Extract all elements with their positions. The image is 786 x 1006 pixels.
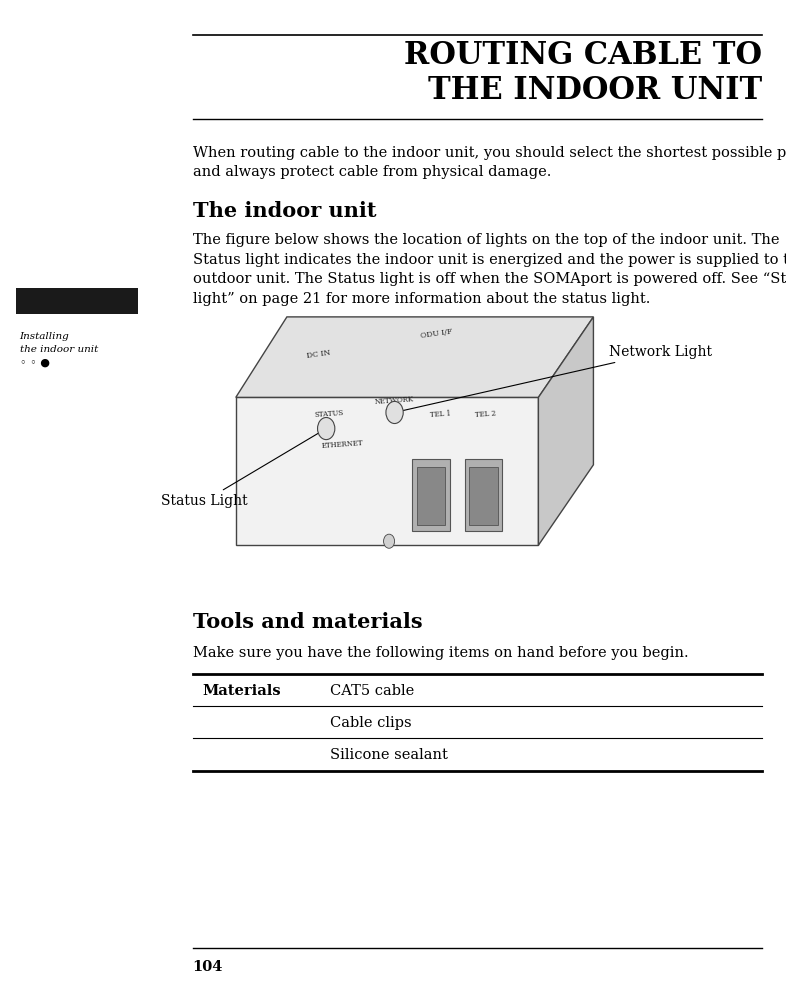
Bar bbox=[469, 467, 498, 525]
Bar bbox=[417, 467, 445, 525]
Text: TEL 1: TEL 1 bbox=[429, 409, 451, 420]
Text: Network Light: Network Light bbox=[397, 345, 712, 411]
Text: Status Light: Status Light bbox=[161, 430, 324, 508]
Text: NETWORK: NETWORK bbox=[375, 395, 414, 405]
Bar bbox=[16, 288, 138, 314]
Text: The figure below shows the location of lights on the top of the indoor unit. The: The figure below shows the location of l… bbox=[193, 233, 786, 306]
Text: Make sure you have the following items on hand before you begin.: Make sure you have the following items o… bbox=[193, 646, 689, 660]
Text: Silicone sealant: Silicone sealant bbox=[330, 748, 448, 763]
Text: ODU I/F: ODU I/F bbox=[420, 328, 453, 340]
Bar bbox=[465, 459, 502, 531]
Text: the indoor unit: the indoor unit bbox=[20, 345, 98, 354]
Text: Materials: Materials bbox=[202, 684, 281, 698]
Text: DC IN: DC IN bbox=[306, 348, 331, 360]
Text: STATUS: STATUS bbox=[314, 409, 343, 420]
Text: Installing: Installing bbox=[20, 332, 69, 341]
Text: Tools and materials: Tools and materials bbox=[193, 612, 422, 632]
Circle shape bbox=[318, 417, 335, 440]
Circle shape bbox=[384, 534, 395, 548]
Text: ◦ ◦ ●: ◦ ◦ ● bbox=[20, 358, 50, 368]
Bar bbox=[412, 459, 450, 531]
Polygon shape bbox=[538, 317, 593, 545]
Circle shape bbox=[386, 401, 403, 424]
Text: ROUTING CABLE TO: ROUTING CABLE TO bbox=[405, 40, 762, 70]
Text: 104: 104 bbox=[193, 960, 223, 974]
Text: When routing cable to the indoor unit, you should select the shortest possible p: When routing cable to the indoor unit, y… bbox=[193, 146, 786, 179]
Text: CAT5 cable: CAT5 cable bbox=[330, 684, 414, 698]
Text: THE INDOOR UNIT: THE INDOOR UNIT bbox=[428, 75, 762, 106]
Polygon shape bbox=[236, 317, 593, 397]
Polygon shape bbox=[236, 397, 538, 545]
Text: TEL 2: TEL 2 bbox=[475, 409, 497, 420]
Text: The indoor unit: The indoor unit bbox=[193, 201, 376, 221]
Text: ETHERNET: ETHERNET bbox=[321, 440, 363, 450]
Text: Cable clips: Cable clips bbox=[330, 716, 412, 730]
